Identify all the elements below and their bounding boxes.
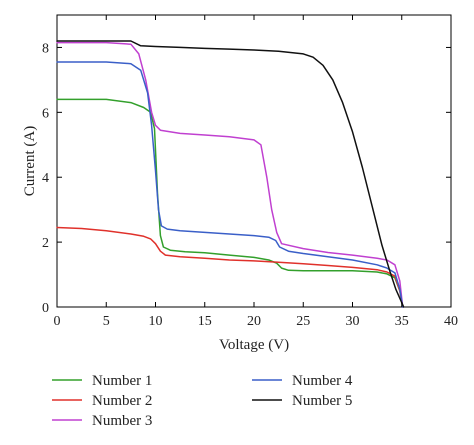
legend-label-5: Number 5 [292,393,352,409]
x-tick-label: 5 [103,314,110,329]
x-axis-title: Voltage (V) [219,337,289,353]
y-tick-label: 0 [42,301,49,316]
legend-label-1: Number 1 [92,373,152,389]
legend-label-2: Number 2 [92,393,152,409]
y-axis-title: Current (A) [22,126,38,196]
legend: Number 1 Number 2 Number 3 Number 4 Number 5 [52,373,353,429]
y-tick-label: 6 [42,106,49,121]
ticks-layer: 0 5 10 15 20 25 30 35 40 0 2 4 6 8 [42,15,458,329]
legend-label-3: Number 3 [92,413,152,429]
series-layer [56,40,405,308]
series-line-1 [56,98,404,308]
y-tick-label: 2 [42,236,49,251]
x-tick-label: 40 [444,314,458,329]
series-line-4 [56,61,404,308]
legend-label-4: Number 4 [292,373,353,389]
x-tick-label: 30 [346,314,360,329]
x-tick-label: 10 [149,314,163,329]
x-tick-label: 35 [395,314,409,329]
series-line-5 [56,40,405,308]
x-tick-label: 0 [54,314,61,329]
x-tick-label: 15 [198,314,212,329]
series-line-2 [56,226,404,308]
series-line-3 [56,41,404,308]
x-tick-label: 20 [247,314,261,329]
y-tick-label: 4 [42,171,49,186]
y-tick-label: 8 [42,41,49,56]
x-tick-label: 25 [296,314,310,329]
